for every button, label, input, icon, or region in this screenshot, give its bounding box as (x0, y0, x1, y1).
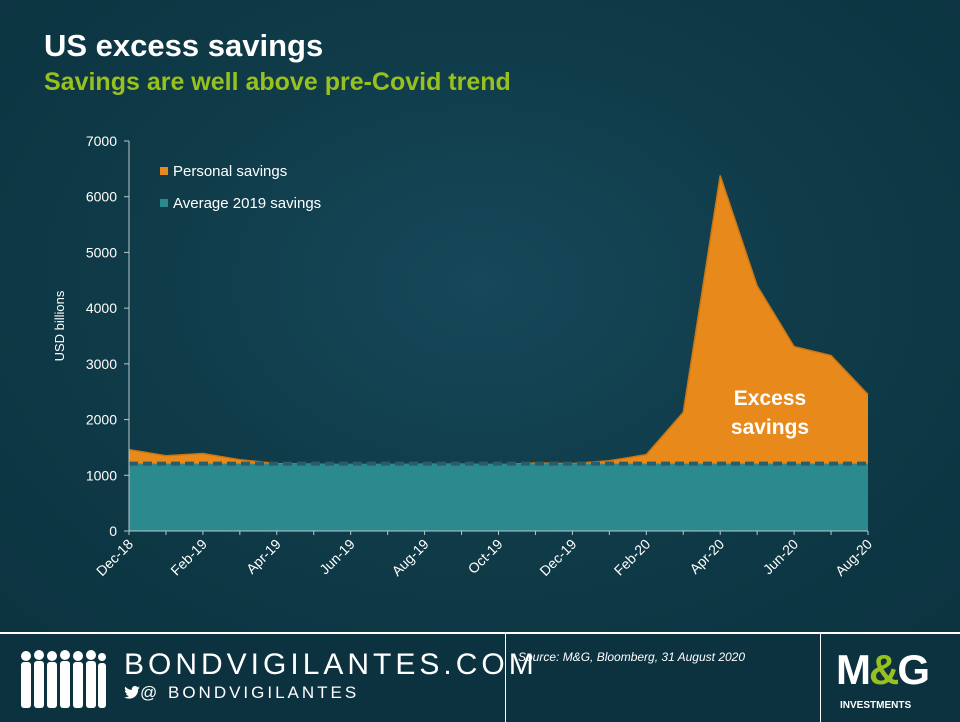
footer-divider (820, 634, 821, 722)
x-tick-label: Aug-20 (832, 536, 875, 579)
legend-label: Personal savings (173, 163, 287, 180)
x-tick-label: Dec-19 (536, 536, 579, 579)
y-tick-label: 2000 (86, 412, 117, 428)
logo-ampersand: & (869, 646, 899, 693)
x-tick-label: Apr-20 (686, 536, 727, 577)
personal-savings-area (129, 175, 868, 532)
source-note: Source: M&G, Bloomberg, 31 August 2020 (518, 650, 746, 664)
legend-swatch (160, 199, 168, 207)
x-tick-label: Oct-19 (465, 536, 506, 577)
twitter-handle[interactable]: @ BONDVIGILANTES (124, 683, 359, 703)
y-tick-label: 0 (109, 523, 117, 539)
y-tick-label: 6000 (86, 189, 117, 205)
x-tick-label: Jun-19 (316, 536, 358, 578)
x-tick-label: Feb-19 (167, 536, 210, 579)
logo-letter-m: M (836, 646, 871, 693)
average-savings-area (129, 463, 868, 531)
footer-divider (505, 634, 506, 722)
twitter-handle-text: @ BONDVIGILANTES (140, 683, 360, 702)
excess-savings-annotation: savings (731, 416, 809, 439)
y-tick-label: 4000 (86, 300, 117, 316)
mg-investments-logo[interactable]: M&G INVESTMENTS (836, 642, 946, 716)
footer-bar: BONDVIGILANTES.COM @ BONDVIGILANTES Sour… (0, 632, 960, 722)
page-subtitle: Savings are well above pre-Covid trend (44, 68, 511, 96)
logo-wordmark: M&G (836, 646, 930, 694)
y-tick-label: 3000 (86, 356, 117, 372)
y-tick-label: 5000 (86, 244, 117, 260)
savings-chart: 0 1000 2000 3000 4000 5000 6000 7000 USD billion… (52, 133, 875, 579)
excess-savings-annotation: Excess (734, 387, 806, 410)
people-silhouette-icon (21, 650, 106, 708)
y-axis-label: USD billions (52, 290, 67, 361)
logo-subtitle: INVESTMENTS (840, 700, 912, 711)
logo-letter-g: G (897, 646, 930, 693)
site-name[interactable]: BONDVIGILANTES.COM (124, 648, 538, 681)
x-tick-label: Feb-20 (611, 536, 654, 579)
page-title: US excess savings (44, 28, 324, 63)
plot-area: 0 1000 2000 3000 4000 5000 6000 7000 USD billion… (52, 133, 875, 579)
x-tick-label: Aug-19 (388, 536, 431, 579)
legend-swatch (160, 167, 168, 175)
x-tick-label: Jun-20 (760, 536, 802, 578)
twitter-bird-icon (124, 686, 140, 699)
x-tick-label: Dec-18 (93, 536, 136, 579)
y-tick-label: 7000 (86, 133, 117, 149)
x-tick-label: Apr-19 (243, 536, 284, 577)
legend-label: Average 2019 savings (173, 195, 321, 212)
y-tick-label: 1000 (86, 467, 117, 483)
